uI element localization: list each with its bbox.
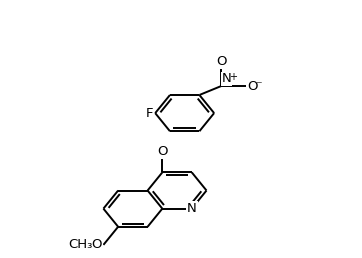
Text: O: O — [247, 80, 258, 93]
Text: ⁻: ⁻ — [255, 80, 262, 93]
Text: F: F — [146, 107, 153, 120]
Text: O: O — [157, 145, 168, 158]
Text: N: N — [187, 202, 197, 215]
Text: +: + — [229, 71, 237, 82]
Text: N: N — [222, 72, 232, 85]
Text: O: O — [216, 55, 226, 68]
Text: CH₃: CH₃ — [68, 238, 93, 251]
Text: O: O — [91, 238, 102, 251]
